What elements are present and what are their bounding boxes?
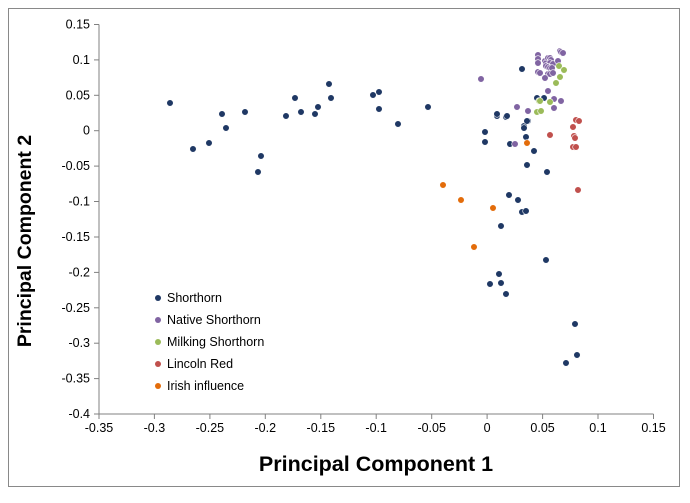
svg-text:Shorthorn: Shorthorn — [167, 291, 222, 305]
svg-text:-0.4: -0.4 — [68, 407, 90, 421]
svg-text:-0.2: -0.2 — [68, 265, 90, 279]
svg-text:Native Shorthorn: Native Shorthorn — [167, 313, 261, 327]
svg-text:-0.3: -0.3 — [68, 336, 90, 350]
svg-text:0.1: 0.1 — [589, 421, 606, 435]
svg-text:-0.15: -0.15 — [62, 230, 91, 244]
svg-text:-0.2: -0.2 — [255, 421, 277, 435]
svg-text:0: 0 — [484, 421, 491, 435]
svg-text:Milking Shorthorn: Milking Shorthorn — [167, 335, 264, 349]
svg-text:0.05: 0.05 — [530, 421, 554, 435]
svg-text:Irish influence: Irish influence — [167, 379, 244, 393]
svg-text:-0.35: -0.35 — [85, 421, 114, 435]
svg-text:0.15: 0.15 — [66, 18, 90, 32]
svg-text:-0.1: -0.1 — [365, 421, 387, 435]
svg-text:Lincoln Red: Lincoln Red — [167, 357, 233, 371]
svg-text:0.1: 0.1 — [73, 53, 90, 67]
svg-text:-0.05: -0.05 — [62, 159, 91, 173]
svg-text:-0.35: -0.35 — [62, 372, 91, 386]
svg-text:0: 0 — [83, 124, 90, 138]
svg-text:0.15: 0.15 — [641, 421, 665, 435]
svg-text:-0.15: -0.15 — [307, 421, 336, 435]
svg-text:-0.25: -0.25 — [196, 421, 225, 435]
svg-text:0.05: 0.05 — [66, 88, 90, 102]
svg-text:Principal Component 1: Principal Component 1 — [259, 452, 493, 476]
svg-text:-0.3: -0.3 — [144, 421, 166, 435]
svg-text:-0.05: -0.05 — [417, 421, 446, 435]
svg-text:-0.25: -0.25 — [62, 301, 91, 315]
svg-text:Principal Component 2: Principal Component 2 — [14, 135, 36, 348]
svg-text:-0.1: -0.1 — [68, 195, 90, 209]
